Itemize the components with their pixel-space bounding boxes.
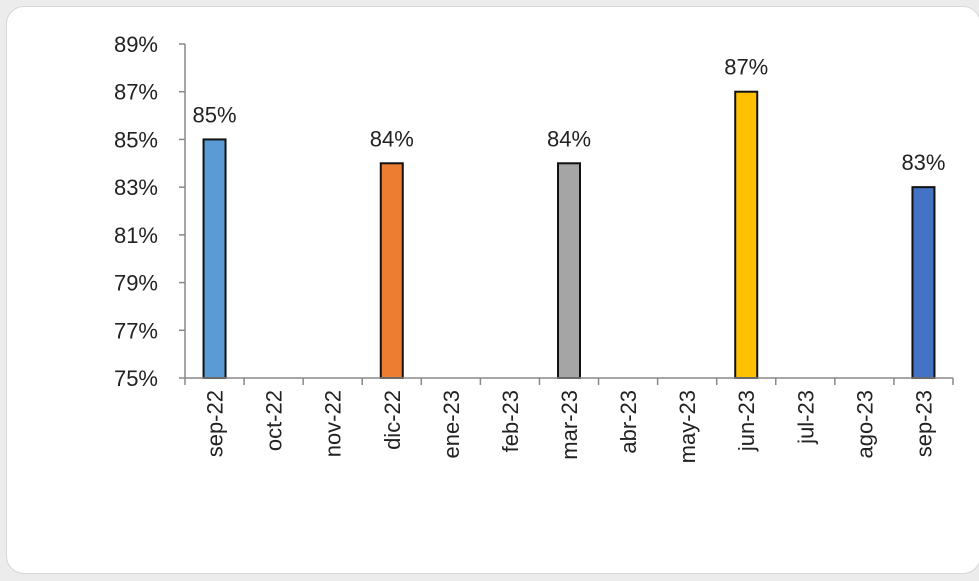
y-tick-label: 83%	[114, 175, 158, 200]
y-tick-label: 89%	[114, 32, 158, 57]
chart-card	[6, 6, 979, 574]
y-tick-label: 79%	[114, 271, 158, 296]
bars: 85% 84% 84% 87% 83%	[193, 55, 945, 379]
bar	[379, 162, 404, 379]
data-label: 85%	[193, 102, 237, 127]
x-tick-label: oct-22	[262, 390, 287, 451]
y-tick-label: 77%	[114, 318, 158, 343]
y-tick-label: 85%	[114, 127, 158, 152]
x-tick-label: nov-22	[321, 390, 346, 457]
x-tick-label: feb-23	[498, 390, 523, 452]
x-axis: sep-22 oct-22 nov-22 dic-22 ene-23 feb-23 mar-…	[184, 377, 954, 463]
bar	[557, 162, 581, 379]
data-label: 83%	[901, 150, 945, 175]
x-tick-label: may-23	[675, 390, 700, 463]
data-label: 84%	[547, 126, 591, 151]
y-tick-label: 75%	[114, 366, 158, 391]
x-tick-label: mar-23	[557, 390, 582, 460]
x-tick-label: jun-23	[734, 390, 759, 452]
x-tick-label: sep-23	[911, 390, 936, 457]
x-tick-label: abr-23	[616, 390, 641, 454]
x-tick-label: ene-23	[439, 390, 464, 459]
bar	[911, 186, 936, 379]
x-tick-label: ago-23	[852, 390, 877, 459]
x-tick-label: sep-22	[203, 390, 228, 457]
x-tick-label: jul-23	[793, 390, 818, 445]
y-tick-label: 87%	[114, 80, 158, 105]
x-tick-label: dic-22	[380, 390, 405, 450]
data-label: 84%	[370, 126, 414, 151]
y-tick-label: 81%	[114, 223, 158, 248]
y-axis: 75% 77% 79% 81% 83% 85% 87% 89%	[114, 32, 186, 391]
data-label: 87%	[724, 55, 768, 80]
bar	[202, 138, 227, 379]
bar	[734, 90, 759, 379]
